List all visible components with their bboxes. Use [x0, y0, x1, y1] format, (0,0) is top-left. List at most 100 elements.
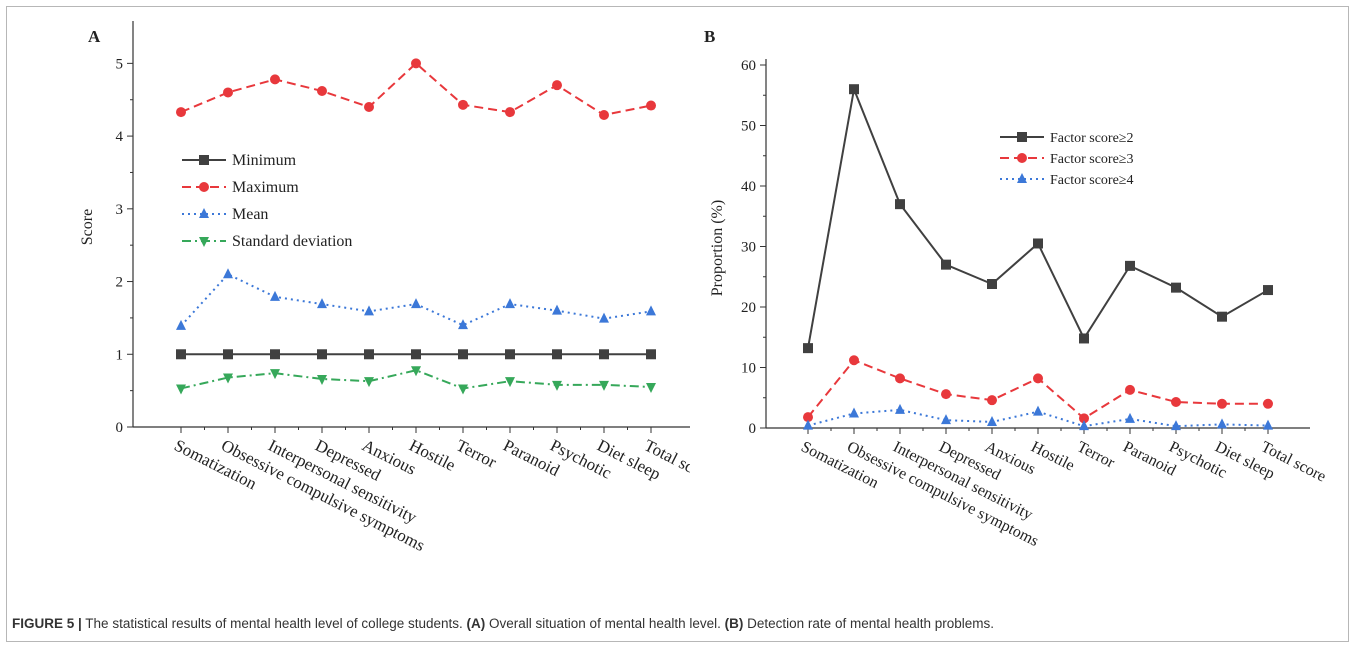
data-point: [1033, 405, 1043, 416]
data-point: [895, 373, 905, 384]
data-point: [941, 414, 951, 425]
series-line-factor-score-2: [807, 85, 1269, 349]
data-point: [646, 100, 656, 111]
caption-text-2: Overall situation of mental health level…: [485, 616, 725, 631]
data-point: [1217, 311, 1227, 322]
data-point: [270, 290, 280, 301]
data-point: [552, 349, 562, 360]
data-point: [411, 349, 421, 360]
data-point: [941, 259, 951, 270]
data-point: [458, 99, 468, 110]
y-tick-label: 50: [741, 119, 756, 135]
x-category-label: Hostile: [1028, 438, 1077, 474]
data-point: [1033, 373, 1043, 384]
caption-text-1: The statistical results of mental health…: [81, 616, 467, 631]
data-point: [223, 349, 233, 360]
y-axis-label: Proportion (%): [709, 200, 726, 296]
data-point: [599, 312, 609, 323]
data-point: [599, 380, 609, 391]
legend-swatch-marker: [199, 237, 209, 247]
data-point: [505, 107, 515, 118]
legend-label: Standard deviation: [232, 233, 352, 250]
data-point: [552, 380, 562, 391]
x-category-label: Terror: [1074, 438, 1118, 471]
data-point: [1125, 260, 1135, 271]
data-point: [803, 419, 813, 430]
series-line-maximum: [180, 62, 652, 117]
data-point: [1263, 419, 1273, 430]
data-point: [552, 80, 562, 91]
y-tick-label: 2: [116, 275, 124, 291]
y-tick-label: 0: [749, 421, 757, 437]
data-point: [317, 375, 327, 385]
legend-swatch-marker: [1017, 173, 1027, 183]
data-point: [364, 349, 374, 360]
data-point: [270, 369, 280, 380]
data-point: [803, 343, 813, 354]
legend-label: Mean: [232, 206, 268, 223]
data-point: [223, 268, 233, 279]
data-point: [1263, 285, 1273, 296]
data-point: [987, 395, 997, 406]
data-point: [1079, 413, 1089, 424]
data-point: [270, 74, 280, 85]
legend-swatch-marker: [199, 182, 209, 192]
data-point: [1125, 412, 1135, 423]
legend-label: Maximum: [232, 179, 299, 196]
legend-label: Factor score≥2: [1050, 131, 1134, 146]
legend-swatch-marker: [1017, 153, 1027, 163]
data-point: [505, 349, 515, 360]
data-point: [458, 349, 468, 360]
data-point: [1171, 420, 1181, 431]
data-point: [176, 384, 186, 395]
series-line-standard-deviation: [180, 369, 652, 390]
data-point: [1079, 420, 1089, 431]
data-point: [317, 349, 327, 360]
data-point: [1171, 282, 1181, 293]
data-point: [987, 415, 997, 426]
data-point: [1263, 398, 1273, 409]
data-point: [223, 87, 233, 98]
data-point: [599, 110, 609, 120]
data-point: [411, 58, 421, 69]
data-point: [223, 373, 233, 384]
data-point: [849, 407, 859, 418]
figure-frame: [6, 6, 1349, 642]
data-point: [317, 86, 327, 96]
caption-text-3: Detection rate of mental health problems…: [743, 616, 995, 631]
data-point: [849, 355, 859, 366]
data-point: [176, 319, 186, 330]
caption-panel-b-label: (B): [724, 616, 744, 631]
legend-swatch-marker: [199, 208, 209, 218]
data-point: [1171, 396, 1181, 407]
data-point: [176, 349, 186, 360]
y-tick-label: 10: [741, 361, 756, 377]
data-point: [895, 199, 905, 210]
data-point: [505, 377, 515, 388]
data-point: [270, 349, 280, 360]
data-point: [1217, 398, 1227, 409]
y-tick-label: 4: [116, 129, 124, 145]
panel-label-a: A: [88, 27, 101, 46]
legend-label: Factor score≥4: [1050, 173, 1134, 188]
data-point: [411, 298, 421, 309]
y-axis-label: Score: [79, 209, 96, 245]
x-category-label: Terror: [453, 436, 500, 472]
data-point: [646, 349, 656, 360]
data-point: [849, 84, 859, 95]
legend-swatch-marker: [199, 155, 209, 165]
data-point: [458, 319, 468, 330]
data-point: [505, 298, 515, 309]
data-point: [1033, 238, 1043, 249]
data-point: [364, 377, 374, 388]
y-tick-label: 40: [741, 179, 756, 195]
data-point: [1079, 333, 1089, 344]
data-point: [646, 305, 656, 316]
panel-label-b: B: [704, 27, 715, 46]
caption-panel-a-label: (A): [466, 616, 486, 631]
y-tick-label: 5: [116, 56, 124, 72]
legend-label: Factor score≥3: [1050, 152, 1134, 167]
y-tick-label: 0: [116, 420, 124, 436]
